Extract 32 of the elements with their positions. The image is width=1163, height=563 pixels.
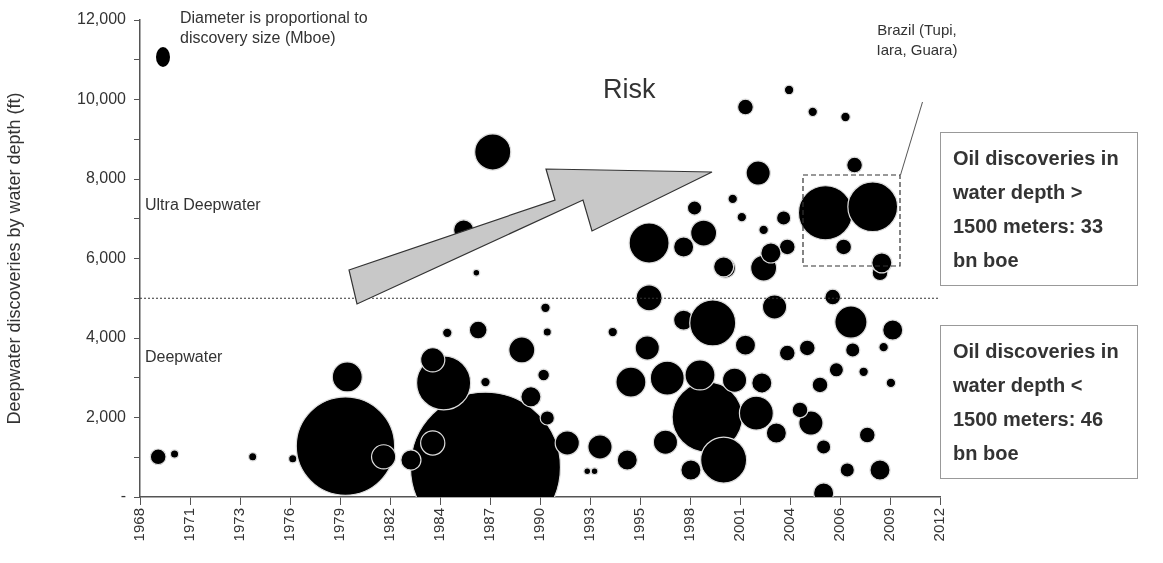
annotation: Brazil (Tupi, Iara, Guara) [875, 20, 959, 60]
text: Oil discoveries in water depth < 1500 meters: 46 bn boe [940, 325, 1138, 479]
x-tick-label: 2012 [930, 508, 948, 542]
x-tick-label: 2009 [880, 508, 898, 542]
y-tick-label: 10,000 [77, 89, 127, 107]
annotation: Diameter is proportional to discovery size (Mboe) [180, 8, 369, 48]
x-tick-label: 2006 [830, 508, 848, 542]
x-tick-label: 1987 [480, 508, 498, 542]
x-tick-label: 1995 [630, 508, 648, 542]
x-tick-label: 2004 [780, 508, 798, 542]
annotation: Deepwater [145, 348, 223, 366]
x-tick-label: 1973 [230, 508, 248, 542]
x-tick-label: 1990 [530, 508, 548, 542]
y-tick-label: 6,000 [85, 248, 127, 266]
x-tick-label: 1971 [180, 508, 198, 542]
y-axis-title: Deepwater discoveries by water depth (ft) [3, 92, 24, 425]
y-tick-label: 8,000 [85, 169, 127, 187]
annotation: Risk [603, 74, 656, 105]
x-tick-label: 2001 [730, 508, 748, 542]
annotation: Ultra Deepwater [145, 196, 261, 214]
y-tick-label: 12,000 [77, 10, 127, 28]
x-tick-label: 1968 [130, 508, 148, 542]
y-tick-label: - [120, 487, 126, 505]
x-tick-label: 1976 [280, 508, 298, 542]
x-tick-label: 1993 [580, 508, 598, 542]
y-tick-label: 4,000 [85, 328, 127, 346]
x-tick-label: 1982 [380, 508, 398, 542]
x-tick-label: 1979 [330, 508, 348, 542]
text: Oil discoveries in water depth > 1500 meters: 33 bn boe [940, 132, 1138, 286]
x-tick-label: 1984 [430, 508, 448, 542]
y-tick-label: 2,000 [85, 407, 127, 425]
x-tick-label: 1998 [680, 508, 698, 542]
